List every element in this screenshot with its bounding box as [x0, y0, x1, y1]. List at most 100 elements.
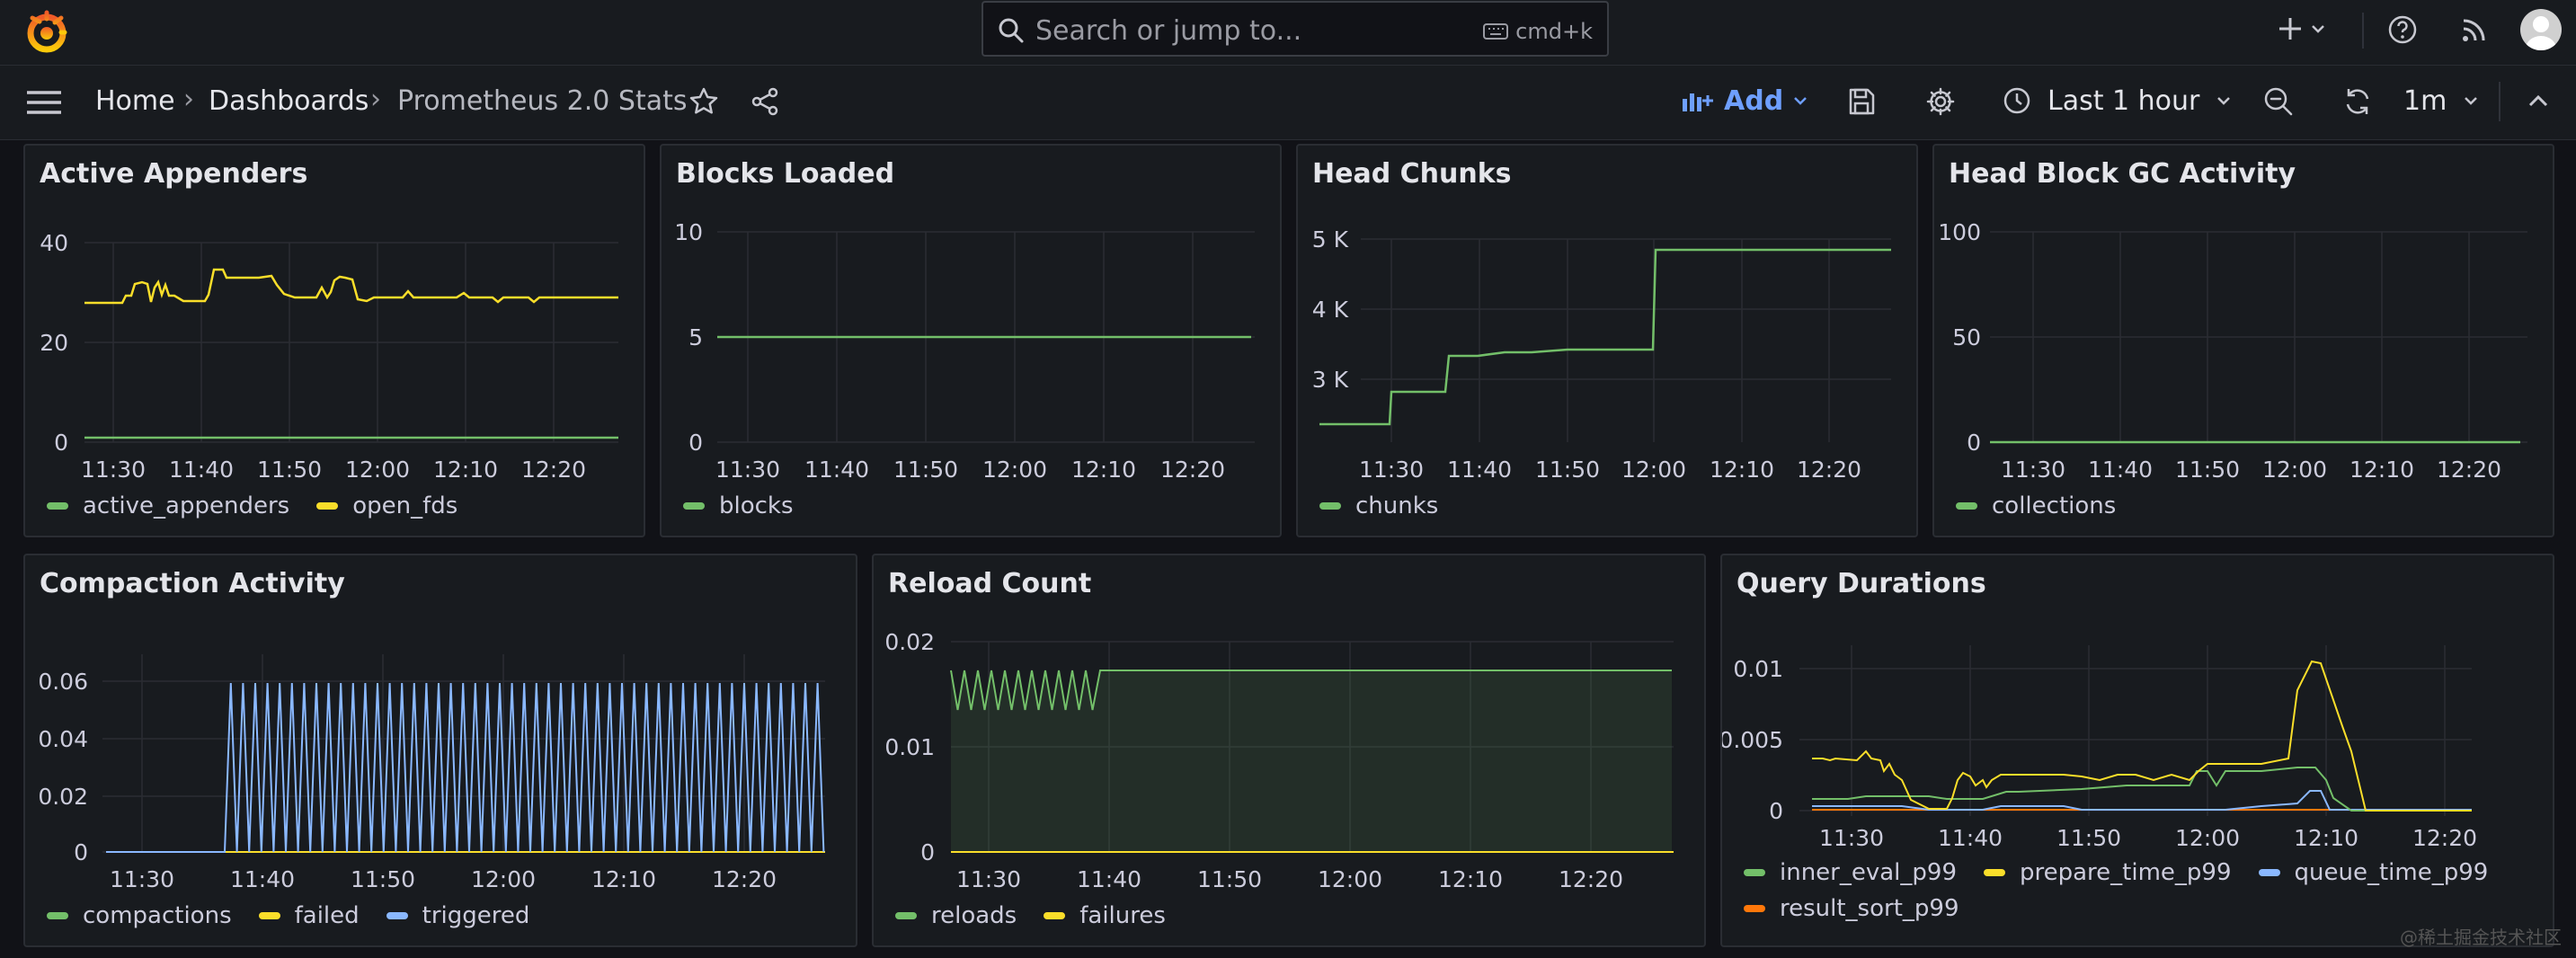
legend-item[interactable]: inner_eval_p99	[1744, 859, 1957, 886]
x-tick: 12:10	[1071, 457, 1136, 483]
reload-count-chart[interactable]: 0.02 0.01 0 11:30 11:40 11:50 12:00 12:1…	[874, 555, 1708, 949]
panel-title: Query Durations	[1737, 568, 1986, 599]
x-tick: 12:10	[2294, 825, 2358, 851]
y-tick: 100	[1938, 219, 1981, 245]
y-tick: 0	[920, 839, 935, 865]
legend-item[interactable]: failures	[1044, 902, 1166, 929]
grafana-logo-icon[interactable]	[23, 9, 70, 56]
x-tick: 11:50	[1535, 457, 1600, 483]
blocks-loaded-chart[interactable]: 10 5 0 11:30 11:40 11:50 12:00 12:10 12:…	[662, 146, 1284, 539]
x-tick: 12:10	[1710, 457, 1774, 483]
x-tick: 12:00	[471, 866, 536, 892]
help-icon[interactable]	[2387, 14, 2418, 45]
legend: active_appenders open_fds	[47, 492, 457, 519]
x-tick: 12:20	[2437, 457, 2501, 483]
x-tick: 12:00	[1621, 457, 1686, 483]
x-tick: 11:40	[230, 866, 295, 892]
x-tick: 12:20	[2412, 825, 2477, 851]
x-tick: 11:40	[1938, 825, 2003, 851]
user-avatar[interactable]	[2520, 9, 2562, 50]
legend-item[interactable]: reloads	[895, 902, 1017, 929]
legend-item[interactable]: compactions	[47, 902, 232, 929]
save-icon[interactable]	[1846, 86, 1877, 117]
x-tick: 11:50	[1197, 866, 1262, 892]
y-tick: 0	[1967, 430, 1981, 456]
x-tick: 11:30	[2001, 457, 2065, 483]
legend-item[interactable]: open_fds	[316, 492, 457, 519]
panel-query-durations[interactable]: Query Durations 0.01 0.005 0 11:30 11:40…	[1720, 554, 2554, 947]
x-tick: 11:50	[2175, 457, 2240, 483]
breadcrumb-separator: ›	[183, 84, 194, 115]
x-tick: 11:30	[956, 866, 1021, 892]
y-tick: 0	[74, 839, 88, 865]
watermark: @稀土掘金技术社区	[2400, 927, 2562, 948]
legend-item[interactable]: collections	[1956, 492, 2116, 519]
search-icon	[999, 18, 1024, 43]
panel-compaction-activity[interactable]: Compaction Activity 0.06 0.04 0.02 0 11:…	[23, 554, 857, 947]
series-inner-eval-p99	[1812, 767, 2472, 812]
grid	[1799, 645, 2472, 816]
legend-item[interactable]: blocks	[683, 492, 794, 519]
refresh-interval-picker[interactable]: 1m	[2403, 82, 2479, 120]
breadcrumb-dashboards[interactable]: Dashboards	[209, 85, 369, 117]
breadcrumb-current-dashboard: Prometheus 2.0 Stats	[397, 85, 688, 117]
panel-active-appenders[interactable]: Active Appenders 40 20 0 11:30 11:40 11:…	[23, 144, 645, 537]
series-prepare-time-p99	[1812, 660, 2472, 812]
legend-item[interactable]: active_appenders	[47, 492, 289, 519]
x-tick: 11:40	[804, 457, 869, 483]
y-tick: 3 K	[1312, 367, 1349, 393]
head-chunks-chart[interactable]: 5 K 4 K 3 K 11:30 11:40 11:50 12:00 12:1…	[1298, 146, 1920, 539]
menu-hamburger-icon[interactable]	[25, 89, 63, 116]
legend-item[interactable]: prepare_time_p99	[1984, 859, 2232, 886]
x-tick: 12:10	[1438, 866, 1503, 892]
share-icon[interactable]	[750, 86, 780, 117]
panel-title: Reload Count	[888, 568, 1092, 599]
x-tick: 11:30	[1819, 825, 1884, 851]
panel-head-chunks[interactable]: Head Chunks 5 K 4 K 3 K 11:30 11:40 11:5…	[1296, 144, 1918, 537]
breadcrumb-home[interactable]: Home	[95, 85, 175, 117]
legend-item[interactable]: triggered	[386, 902, 529, 929]
time-range-picker[interactable]: Last 1 hour	[2003, 82, 2232, 120]
zoom-out-icon[interactable]	[2263, 86, 2294, 117]
panel-reload-count[interactable]: Reload Count 0.02 0.01 0 11:30 11:40 11:…	[872, 554, 1706, 947]
dashboard-nav-bar: Home › Dashboards › Prometheus 2.0 Stats…	[0, 66, 2576, 140]
legend-item[interactable]: chunks	[1319, 492, 1438, 519]
chevron-down-icon[interactable]	[2310, 22, 2326, 36]
add-button[interactable]: Add	[1681, 82, 1808, 120]
new-plus-icon[interactable]	[2276, 14, 2305, 43]
star-icon[interactable]	[688, 86, 719, 117]
chevron-down-icon	[2465, 97, 2478, 105]
compaction-activity-chart[interactable]: 0.06 0.04 0.02 0 11:30 11:40 11:50 12:00…	[25, 555, 859, 949]
search-input[interactable]: Search or jump to... cmd+k	[982, 1, 1609, 57]
settings-gear-icon[interactable]	[1925, 86, 1956, 117]
keyboard-icon	[1483, 23, 1509, 40]
x-tick: 12:00	[982, 457, 1047, 483]
y-tick: 10	[674, 219, 703, 245]
refresh-icon[interactable]	[2342, 86, 2373, 117]
y-tick: 0	[1769, 798, 1783, 824]
x-tick: 11:30	[81, 457, 146, 483]
news-rss-icon[interactable]	[2459, 14, 2490, 45]
x-tick: 12:00	[1318, 866, 1382, 892]
legend-item[interactable]: queue_time_p99	[2258, 859, 2488, 886]
legend: inner_eval_p99 prepare_time_p99 queue_ti…	[1744, 859, 2517, 922]
legend: blocks	[683, 492, 794, 519]
x-tick: 11:30	[110, 866, 174, 892]
panel-title: Head Block GC Activity	[1949, 158, 2296, 190]
active-appenders-chart[interactable]: 40 20 0 11:30 11:40 11:50 12:00 12:10 12…	[25, 146, 647, 539]
x-tick: 12:20	[521, 457, 586, 483]
x-tick: 12:20	[1559, 866, 1623, 892]
divider	[2499, 82, 2500, 121]
x-tick: 12:00	[345, 457, 410, 483]
legend-item[interactable]: result_sort_p99	[1744, 895, 1959, 922]
chevron-up-icon[interactable]	[2527, 93, 2549, 109]
search-placeholder: Search or jump to...	[1035, 15, 1302, 47]
grid	[1361, 238, 1891, 442]
panel-blocks-loaded[interactable]: Blocks Loaded 10 5 0 11:30 11:40 11:50 1…	[660, 144, 1282, 537]
legend-item[interactable]: failed	[258, 902, 360, 929]
panel-head-block-gc-activity[interactable]: Head Block GC Activity 100 50 0 11:30 11…	[1932, 144, 2554, 537]
gc-activity-chart[interactable]: 100 50 0 11:30 11:40 11:50 12:00 12:10 1…	[1934, 146, 2556, 539]
x-tick: 12:10	[591, 866, 656, 892]
query-durations-chart[interactable]: 0.01 0.005 0 11:30 11:40 11:50 12:00 12:…	[1722, 555, 2556, 949]
x-tick: 12:00	[2175, 825, 2240, 851]
